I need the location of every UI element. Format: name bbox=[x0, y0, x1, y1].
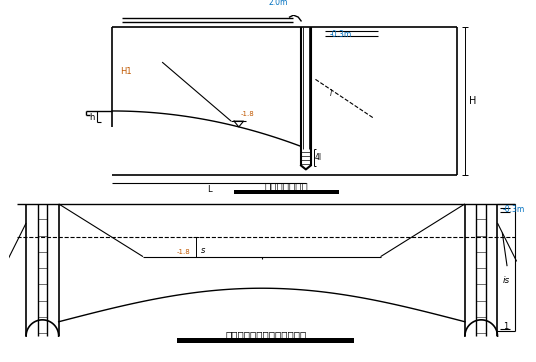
Text: 4l: 4l bbox=[315, 153, 322, 162]
Text: L: L bbox=[207, 185, 211, 194]
Text: 承压水完整井涌水量计算简图: 承压水完整井涌水量计算简图 bbox=[225, 330, 306, 340]
Text: 井点管埋设深度: 井点管埋设深度 bbox=[265, 182, 309, 191]
Text: s: s bbox=[200, 246, 205, 255]
Text: 1: 1 bbox=[503, 322, 509, 331]
Text: H: H bbox=[469, 96, 476, 106]
Text: -1.8: -1.8 bbox=[241, 111, 255, 117]
Text: -1.8: -1.8 bbox=[177, 249, 191, 255]
Text: -0.3m: -0.3m bbox=[502, 205, 525, 214]
Text: is: is bbox=[502, 276, 510, 285]
Text: H1: H1 bbox=[120, 67, 131, 76]
Text: 2.0m: 2.0m bbox=[269, 0, 288, 8]
Bar bbox=[177, 338, 354, 343]
Text: h: h bbox=[89, 113, 94, 122]
Text: l: l bbox=[330, 89, 332, 98]
Bar bbox=[234, 190, 339, 194]
Text: -0.3m: -0.3m bbox=[330, 30, 352, 39]
